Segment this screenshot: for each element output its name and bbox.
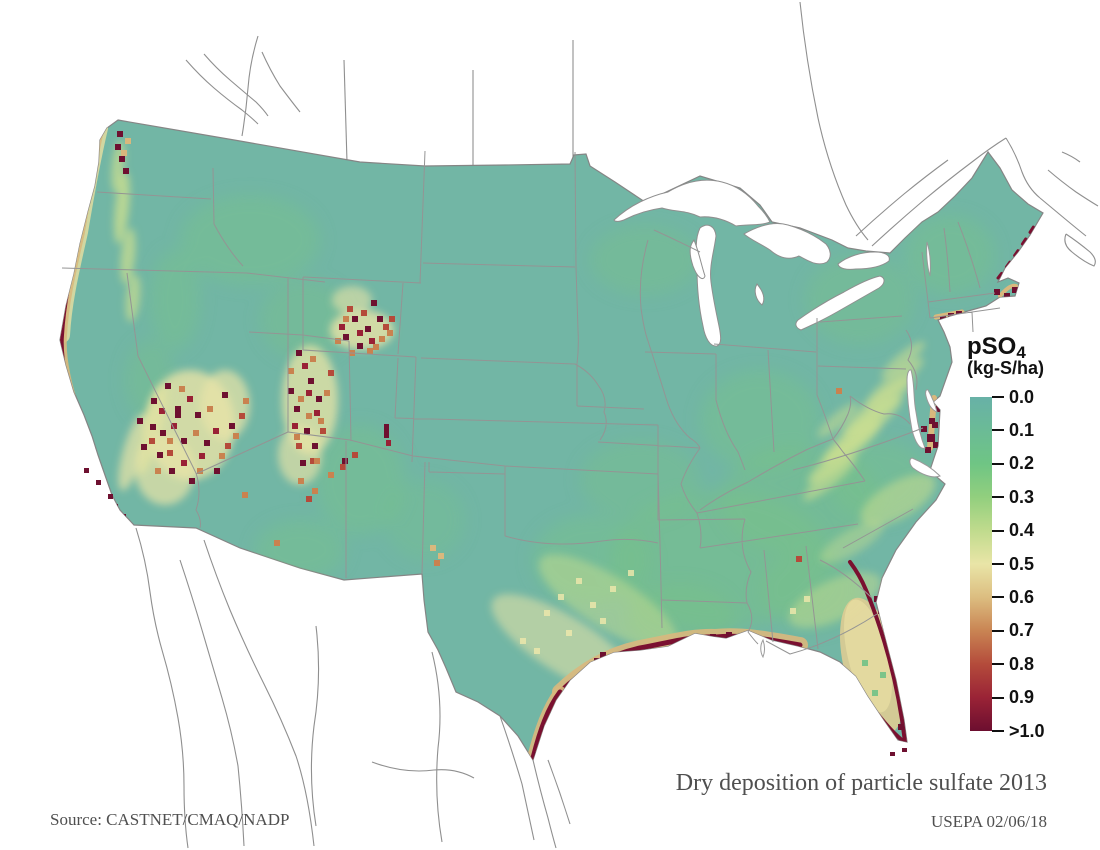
tick-label: 0.3 bbox=[1009, 486, 1035, 507]
legend-title: pSO4 bbox=[967, 333, 1026, 362]
mexico-outline bbox=[135, 527, 571, 849]
tick-mark bbox=[992, 663, 1004, 666]
legend-tick: 0.6 bbox=[992, 586, 1034, 608]
credit-note: USEPA 02/06/18 bbox=[930, 812, 1047, 831]
tick-label: >1.0 bbox=[1009, 720, 1045, 741]
tick-label: 0.9 bbox=[1009, 687, 1035, 708]
saginaw-bay bbox=[754, 283, 765, 306]
hotspot-nevada bbox=[137, 383, 249, 484]
legend-tick: 0.5 bbox=[992, 553, 1034, 575]
offshore-specks bbox=[84, 468, 907, 756]
lake-superior bbox=[613, 179, 771, 227]
coastal-bays bbox=[760, 241, 941, 659]
tick-mark bbox=[992, 529, 1004, 532]
tick-label: 0.6 bbox=[1009, 586, 1035, 607]
lake-huron bbox=[743, 223, 831, 265]
legend-colorbar bbox=[970, 397, 992, 731]
tick-mark bbox=[992, 429, 1004, 432]
tick-mark bbox=[992, 730, 1004, 732]
tick-mark bbox=[992, 596, 1004, 599]
legend-tick: 0.1 bbox=[992, 419, 1034, 441]
delaware-bay bbox=[925, 389, 938, 413]
tick-mark bbox=[992, 462, 1004, 465]
mobile-bay bbox=[760, 638, 765, 659]
legend-tick: 0.9 bbox=[992, 687, 1034, 709]
tick-mark bbox=[992, 629, 1004, 632]
hotspot-utah bbox=[288, 350, 334, 466]
great-lakes bbox=[613, 179, 890, 347]
source-note: Source: CASTNET/CMAQ/NADP bbox=[50, 810, 290, 829]
legend-tick: 0.4 bbox=[992, 520, 1034, 542]
tick-mark bbox=[992, 696, 1004, 699]
tick-label: 0.5 bbox=[1009, 553, 1035, 574]
tick-label: 0.1 bbox=[1009, 419, 1035, 440]
chesapeake-bay bbox=[906, 369, 926, 449]
legend-tick: 0.7 bbox=[992, 620, 1034, 642]
tick-label: 0.0 bbox=[1009, 386, 1035, 407]
tick-mark bbox=[992, 396, 1004, 398]
pale-speckles bbox=[520, 570, 810, 654]
legend-tick: 0.8 bbox=[992, 653, 1034, 675]
legend-tick: 0.3 bbox=[992, 486, 1034, 508]
tick-label: 0.8 bbox=[1009, 653, 1035, 674]
tick-label: 0.7 bbox=[1009, 620, 1035, 641]
hotspot-colorado bbox=[335, 300, 395, 446]
canada-outline bbox=[185, 1, 1099, 267]
tick-label: 0.2 bbox=[1009, 453, 1035, 474]
legend-tick: >1.0 bbox=[992, 720, 1045, 742]
lake-champlain bbox=[926, 241, 931, 277]
legend-tick: 0.2 bbox=[992, 453, 1034, 475]
lake-erie bbox=[795, 275, 885, 331]
lake-ontario bbox=[837, 251, 890, 270]
state-boundaries bbox=[61, 150, 1001, 655]
map-title: Dry deposition of particle sulfate 2013 bbox=[675, 770, 1047, 796]
tick-mark bbox=[992, 496, 1004, 499]
green-bay bbox=[689, 239, 706, 280]
tick-mark bbox=[992, 563, 1004, 565]
tick-label: 0.4 bbox=[1009, 520, 1035, 541]
pamlico-sound bbox=[909, 457, 941, 478]
deposition-yellow-texture bbox=[111, 140, 936, 650]
legend-tick-labels: 0.0 0.1 0.2 0.3 0.4 0.5 0.6 0.7 0.8 0.9 >1.0 bbox=[992, 387, 1062, 741]
deposition-green-texture bbox=[125, 195, 995, 653]
legend-tick: 0.0 bbox=[992, 386, 1034, 408]
legend-units: (kg-S/ha) bbox=[967, 358, 1045, 378]
